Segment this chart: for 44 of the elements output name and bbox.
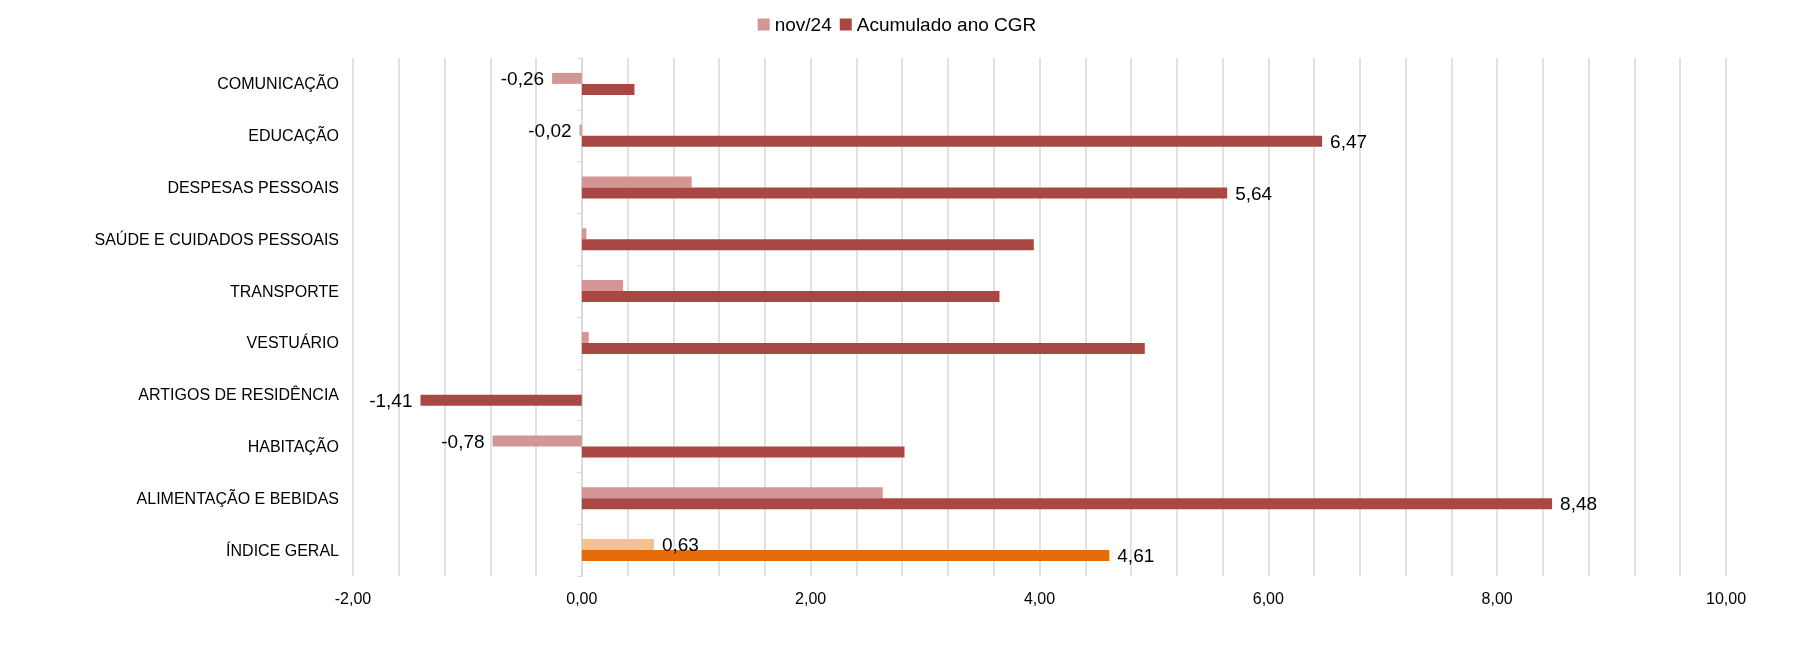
- legend-label: Acumulado ano CGR: [856, 14, 1037, 35]
- x-tick-label: 6,00: [1252, 589, 1285, 607]
- data-label: 0,63: [661, 534, 699, 556]
- y-tick-label: ÍNDICE GERAL: [226, 540, 340, 559]
- x-tick-label: 8,00: [1481, 589, 1513, 607]
- bar: [581, 176, 692, 188]
- x-tick-label: 4,00: [1023, 589, 1056, 607]
- y-tick-label: ARTIGOS DE RESIDÊNCIA: [138, 385, 340, 404]
- bar: [420, 394, 582, 406]
- y-tick-label: ALIMENTAÇÃO E BEBIDAS: [136, 487, 339, 507]
- data-label: -0,78: [441, 430, 485, 452]
- y-tick-label: TRANSPORTE: [229, 282, 339, 300]
- bar: [552, 72, 582, 84]
- bar: [492, 435, 582, 447]
- y-tick-label: DESPESAS PESSOAIS: [167, 179, 339, 196]
- x-tick-label: 0,00: [566, 589, 598, 607]
- data-label: 4,61: [1117, 545, 1155, 567]
- bar: [581, 446, 905, 458]
- bar: [581, 239, 1034, 251]
- x-tick-label: 10,00: [1705, 589, 1747, 607]
- data-label: 8,48: [1560, 493, 1598, 515]
- data-label: -0,26: [500, 67, 545, 89]
- bar: [581, 187, 1228, 199]
- data-label: 5,64: [1235, 182, 1273, 204]
- bar: [581, 539, 654, 551]
- bar: [581, 342, 1145, 354]
- bar: [581, 291, 1000, 303]
- x-tick-label: 2,00: [795, 589, 827, 607]
- bar: [581, 331, 589, 343]
- data-label: -0,02: [528, 119, 572, 141]
- y-tick-label: EDUCAÇÃO: [248, 125, 339, 145]
- bar: [581, 83, 635, 95]
- y-tick-label: HABITAÇÃO: [247, 436, 339, 455]
- bar: [581, 280, 624, 292]
- y-tick-label: COMUNICAÇÃO: [217, 73, 339, 93]
- data-label: -1,41: [369, 389, 413, 411]
- y-tick-label: VESTUÁRIO: [246, 333, 339, 352]
- bar: [581, 135, 1323, 147]
- data-label: 6,47: [1330, 130, 1368, 152]
- y-tick-label: SAÚDE E CUIDADOS PESSOAIS: [94, 229, 339, 248]
- bar: [581, 498, 1553, 510]
- legend-label: nov/24: [774, 14, 833, 35]
- bar: [581, 487, 883, 499]
- x-tick-label: -2,00: [334, 589, 372, 607]
